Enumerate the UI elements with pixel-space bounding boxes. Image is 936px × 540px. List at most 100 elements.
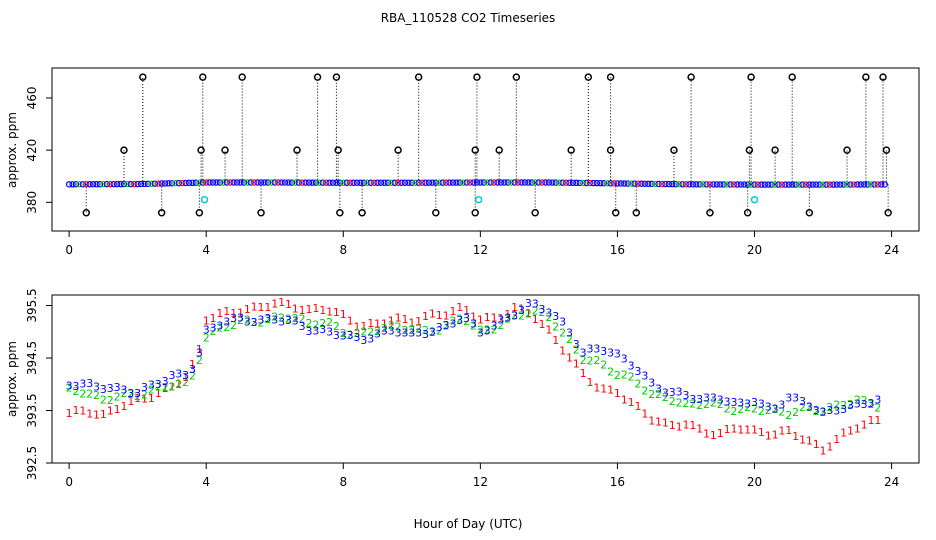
baseline-point bbox=[789, 181, 796, 188]
series-2-point: 2 bbox=[449, 314, 456, 327]
series-3-point: 3 bbox=[710, 392, 717, 405]
series-1-point: 1 bbox=[360, 320, 367, 333]
baseline-point bbox=[360, 179, 368, 186]
baseline-point bbox=[364, 179, 371, 186]
series-1-point: 1 bbox=[347, 315, 354, 328]
outlier-point bbox=[567, 146, 575, 154]
baseline-point bbox=[672, 180, 679, 188]
baseline-point bbox=[538, 179, 546, 186]
baseline-point bbox=[446, 179, 453, 186]
baseline-point bbox=[391, 179, 398, 186]
series-2-point: 2 bbox=[628, 370, 635, 383]
baseline-point bbox=[669, 180, 676, 188]
outlier-point bbox=[471, 208, 479, 217]
outlier-point bbox=[584, 73, 593, 81]
series-1-point: 1 bbox=[408, 317, 415, 330]
baseline-point bbox=[717, 181, 724, 188]
baseline-point bbox=[583, 179, 590, 187]
series-3-point: 3 bbox=[724, 396, 731, 409]
baseline-point bbox=[113, 180, 121, 188]
series-3-point: 3 bbox=[79, 377, 86, 390]
series-3-point: 3 bbox=[443, 319, 450, 332]
baseline-point bbox=[309, 179, 316, 186]
baseline-point bbox=[723, 181, 731, 188]
series-1-point: 1 bbox=[326, 306, 333, 319]
series-2-point: 2 bbox=[868, 398, 875, 411]
baseline-point bbox=[203, 179, 210, 186]
series-1-point: 1 bbox=[868, 414, 875, 427]
cyan-point bbox=[200, 195, 209, 204]
series-2-point: 2 bbox=[648, 388, 655, 401]
baseline-point bbox=[771, 181, 779, 188]
series-3-point: 3 bbox=[559, 316, 566, 329]
baseline-point bbox=[525, 179, 532, 186]
x-tick-label: 12 bbox=[473, 243, 488, 257]
series-2-point: 2 bbox=[175, 378, 182, 391]
baseline-point bbox=[432, 179, 440, 186]
outlier-point bbox=[238, 73, 246, 81]
baseline-point bbox=[209, 179, 217, 186]
series-1-point: 1 bbox=[155, 387, 162, 400]
series-1-point: 1 bbox=[744, 423, 751, 436]
series-3-point: 3 bbox=[100, 383, 107, 396]
series-2-point: 2 bbox=[539, 306, 546, 319]
outlier-point bbox=[293, 146, 301, 154]
series-2-point: 2 bbox=[93, 389, 100, 402]
baseline-point bbox=[833, 181, 840, 188]
baseline-point bbox=[120, 180, 128, 188]
series-2-point: 2 bbox=[367, 326, 374, 339]
series-1-point: 1 bbox=[120, 400, 127, 413]
series-2-point: 2 bbox=[545, 311, 552, 324]
series-3-point: 3 bbox=[175, 367, 182, 380]
baseline-point bbox=[806, 181, 813, 188]
series-3-point: 3 bbox=[799, 395, 806, 408]
outlier-point bbox=[139, 73, 147, 81]
series-3-point: 3 bbox=[717, 393, 724, 406]
series-3-point: 3 bbox=[566, 327, 573, 340]
baseline-point bbox=[768, 181, 775, 188]
x-tick-label: 4 bbox=[202, 475, 210, 489]
series-1-point: 1 bbox=[79, 405, 86, 418]
series-2-point: 2 bbox=[456, 313, 463, 326]
baseline-point bbox=[148, 180, 155, 187]
baseline-point bbox=[662, 180, 669, 188]
series-1-point: 1 bbox=[826, 441, 833, 454]
series-3-point: 3 bbox=[662, 386, 669, 399]
outlier-point bbox=[157, 208, 166, 217]
baseline-point bbox=[555, 179, 563, 186]
baseline-point bbox=[346, 179, 354, 186]
baseline-point bbox=[89, 181, 97, 188]
series-1-point: 1 bbox=[854, 422, 861, 435]
baseline-point bbox=[624, 180, 631, 187]
series-1-point: 1 bbox=[72, 404, 79, 417]
y-tick-label: 460 bbox=[25, 87, 39, 110]
x-tick-label: 0 bbox=[65, 475, 73, 489]
baseline-point bbox=[785, 181, 792, 188]
baseline-point bbox=[384, 179, 392, 186]
series-3-point: 3 bbox=[312, 325, 319, 338]
series-2-point: 2 bbox=[360, 325, 367, 338]
baseline-point bbox=[867, 181, 875, 188]
baseline-point bbox=[288, 179, 296, 186]
baseline-point bbox=[775, 181, 782, 188]
baseline-point bbox=[83, 181, 90, 188]
series-1-point: 1 bbox=[127, 395, 134, 408]
baseline-point bbox=[305, 179, 313, 186]
series-2-point: 2 bbox=[840, 399, 847, 412]
series-2-point: 2 bbox=[847, 398, 854, 411]
series-2-point: 2 bbox=[717, 398, 724, 411]
series-1-point: 1 bbox=[319, 304, 326, 317]
series-2-point: 2 bbox=[374, 325, 381, 338]
series-1-point: 1 bbox=[244, 303, 251, 316]
outlier-point bbox=[221, 146, 229, 154]
series-1-point: 1 bbox=[189, 358, 196, 371]
x-tick-label: 0 bbox=[65, 243, 73, 257]
series-2-point: 2 bbox=[285, 313, 292, 326]
series-2-point: 2 bbox=[251, 316, 258, 329]
series-1-point: 1 bbox=[210, 312, 217, 325]
series-1-point: 1 bbox=[573, 357, 580, 370]
series-1-point: 1 bbox=[449, 305, 456, 318]
series-3-point: 3 bbox=[162, 375, 169, 388]
series-2-point: 2 bbox=[203, 332, 210, 345]
series-1-point: 1 bbox=[168, 381, 175, 394]
